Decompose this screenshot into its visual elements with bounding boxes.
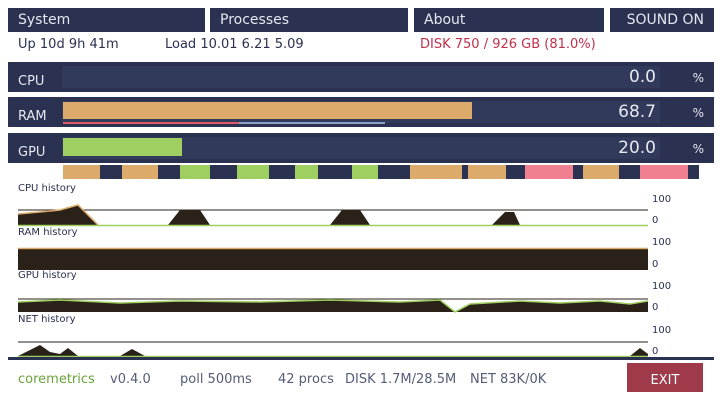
history-label: RAM history	[18, 227, 78, 238]
ram-sub-bar	[63, 122, 239, 124]
history-max: 100	[652, 237, 672, 248]
sound-toggle[interactable]: SOUND ON	[610, 8, 714, 32]
disk-usage: DISK 750 / 926 GB (81.0%)	[420, 37, 596, 52]
meter-bar	[63, 102, 473, 119]
meter-unit: %	[692, 106, 704, 120]
meter-unit: %	[692, 142, 704, 156]
cpu-history-graph	[17, 204, 648, 227]
history-label: CPU history	[18, 183, 76, 194]
meter-value: 20.0	[618, 138, 656, 158]
meter-track	[62, 101, 660, 124]
history-min: 0	[652, 346, 659, 357]
history-max: 100	[652, 194, 672, 205]
net-history-graph	[18, 341, 648, 358]
meter-label: GPU	[18, 145, 46, 160]
meter-track	[62, 66, 660, 88]
ram-meter: RAM 68.7 %	[8, 97, 714, 127]
load: Load 10.01 6.21 5.09	[165, 37, 304, 52]
history-min: 0	[652, 215, 659, 226]
meter-track	[62, 137, 660, 159]
meter-unit: %	[692, 71, 704, 85]
exit-label[interactable]: EXIT	[650, 373, 680, 388]
disk-io: DISK 1.7M/28.5M	[345, 372, 457, 387]
ram-history-graph	[18, 247, 648, 270]
process-count: 42 procs	[278, 372, 334, 387]
history-max: 100	[652, 325, 672, 336]
history-label: GPU history	[18, 270, 77, 281]
meter-bar	[63, 138, 183, 156]
uptime: Up 10d 9h 41m	[18, 37, 119, 52]
history-max: 100	[652, 281, 672, 292]
gpu-history-graph	[17, 298, 649, 313]
cpu-meter: CPU 0.0 %	[8, 62, 714, 92]
ram-sub-bar	[239, 122, 385, 124]
core-strip	[63, 165, 699, 179]
exit-button[interactable]	[627, 363, 703, 392]
meter-label: CPU	[18, 74, 45, 89]
footer-divider	[8, 357, 714, 360]
version: v0.4.0	[110, 372, 151, 387]
history-min: 0	[652, 259, 659, 270]
net-io: NET 83K/0K	[470, 372, 547, 387]
poll-interval: poll 500ms	[180, 372, 252, 387]
gpu-meter: GPU 20.0 %	[8, 133, 714, 163]
tab-processes[interactable]: Processes	[210, 8, 408, 32]
meter-value: 0.0	[628, 67, 656, 87]
tab-system[interactable]: System	[8, 8, 205, 32]
app-name: coremetrics	[18, 372, 95, 387]
history-min: 0	[652, 302, 659, 313]
meter-value: 68.7	[618, 102, 656, 122]
history-label: NET history	[18, 314, 76, 325]
tab-about[interactable]: About	[414, 8, 604, 32]
meter-label: RAM	[18, 109, 47, 124]
